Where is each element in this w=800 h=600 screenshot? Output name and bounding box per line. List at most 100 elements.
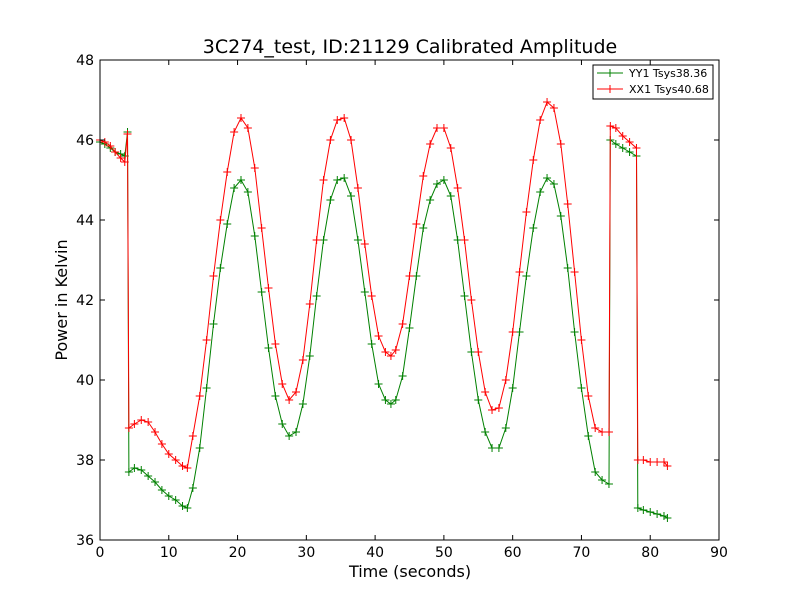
data-point bbox=[536, 188, 545, 196]
data-point bbox=[278, 380, 287, 388]
data-point bbox=[536, 116, 545, 124]
data-point bbox=[474, 348, 483, 356]
series-line bbox=[99, 101, 668, 469]
x-tick-label: 70 bbox=[573, 545, 591, 561]
data-point bbox=[474, 396, 483, 404]
data-point bbox=[257, 288, 266, 296]
data-point bbox=[604, 428, 613, 436]
data-point bbox=[202, 384, 211, 392]
data-point bbox=[604, 480, 613, 488]
data-point bbox=[405, 324, 414, 332]
y-tick-label: 38 bbox=[76, 453, 94, 469]
data-point bbox=[353, 236, 362, 244]
data-point bbox=[467, 348, 476, 356]
series-layer bbox=[96, 98, 672, 522]
x-tick-label: 40 bbox=[366, 545, 384, 561]
data-point bbox=[183, 504, 192, 512]
data-point bbox=[439, 124, 448, 132]
data-point bbox=[236, 114, 245, 122]
data-point bbox=[188, 484, 197, 492]
data-point bbox=[367, 340, 376, 348]
data-point bbox=[618, 144, 627, 152]
data-point bbox=[188, 432, 197, 440]
data-point bbox=[137, 416, 146, 424]
data-point bbox=[243, 188, 252, 196]
data-point bbox=[663, 514, 672, 522]
data-point bbox=[632, 144, 641, 152]
data-point bbox=[202, 336, 211, 344]
data-point bbox=[250, 164, 259, 172]
data-point bbox=[298, 400, 307, 408]
x-tick-label: 30 bbox=[297, 545, 315, 561]
data-point bbox=[584, 432, 593, 440]
data-point bbox=[209, 320, 218, 328]
data-point bbox=[598, 428, 607, 436]
data-point bbox=[639, 506, 648, 514]
data-point bbox=[639, 456, 648, 464]
data-point bbox=[563, 264, 572, 272]
data-point bbox=[646, 508, 655, 516]
chart-title: 3C274_test, ID:21129 Calibrated Amplitud… bbox=[203, 36, 617, 58]
data-point bbox=[257, 224, 266, 232]
data-point bbox=[633, 504, 642, 512]
data-point bbox=[446, 144, 455, 152]
series-2 bbox=[96, 98, 672, 472]
data-point bbox=[391, 396, 400, 404]
data-point bbox=[340, 114, 349, 122]
data-point bbox=[374, 380, 383, 388]
data-point bbox=[398, 320, 407, 328]
data-point bbox=[171, 456, 180, 464]
data-point bbox=[236, 176, 245, 184]
data-point bbox=[522, 272, 531, 280]
data-point bbox=[446, 192, 455, 200]
data-point bbox=[381, 348, 390, 356]
data-point bbox=[209, 272, 218, 280]
data-point bbox=[663, 462, 672, 470]
data-point bbox=[549, 104, 558, 112]
data-point bbox=[216, 264, 225, 272]
x-tick-label: 90 bbox=[710, 545, 728, 561]
data-point bbox=[151, 428, 160, 436]
data-point bbox=[386, 352, 395, 360]
data-point bbox=[360, 240, 369, 248]
x-tick-label: 50 bbox=[435, 545, 453, 561]
data-point bbox=[312, 292, 321, 300]
data-point bbox=[481, 428, 490, 436]
data-point bbox=[292, 428, 301, 436]
data-point bbox=[271, 340, 280, 348]
data-point bbox=[646, 458, 655, 466]
data-point bbox=[570, 328, 579, 336]
data-point bbox=[426, 196, 435, 204]
y-tick-label: 36 bbox=[76, 533, 94, 549]
y-axis: 36 38 40 42 44 46 48 bbox=[76, 53, 719, 549]
data-point bbox=[563, 200, 572, 208]
data-point bbox=[556, 212, 565, 220]
data-point bbox=[264, 344, 273, 352]
data-point bbox=[488, 444, 497, 452]
data-point bbox=[243, 124, 252, 132]
data-point bbox=[195, 444, 204, 452]
data-point bbox=[164, 492, 173, 500]
data-point bbox=[611, 124, 620, 132]
data-point bbox=[433, 124, 442, 132]
data-point bbox=[659, 458, 668, 466]
data-point bbox=[353, 184, 362, 192]
data-point bbox=[453, 236, 462, 244]
data-point bbox=[230, 128, 239, 136]
data-point bbox=[171, 496, 180, 504]
legend-marker bbox=[606, 85, 614, 93]
data-point bbox=[606, 122, 615, 130]
data-point bbox=[106, 142, 115, 150]
data-point bbox=[120, 158, 129, 166]
data-point bbox=[319, 236, 328, 244]
data-point bbox=[508, 328, 517, 336]
data-point bbox=[124, 468, 133, 476]
data-point bbox=[529, 156, 538, 164]
data-point bbox=[183, 464, 192, 472]
data-point bbox=[591, 424, 600, 432]
legend-marker bbox=[606, 69, 614, 77]
data-point bbox=[460, 236, 469, 244]
data-point bbox=[556, 140, 565, 148]
data-point bbox=[305, 300, 314, 308]
